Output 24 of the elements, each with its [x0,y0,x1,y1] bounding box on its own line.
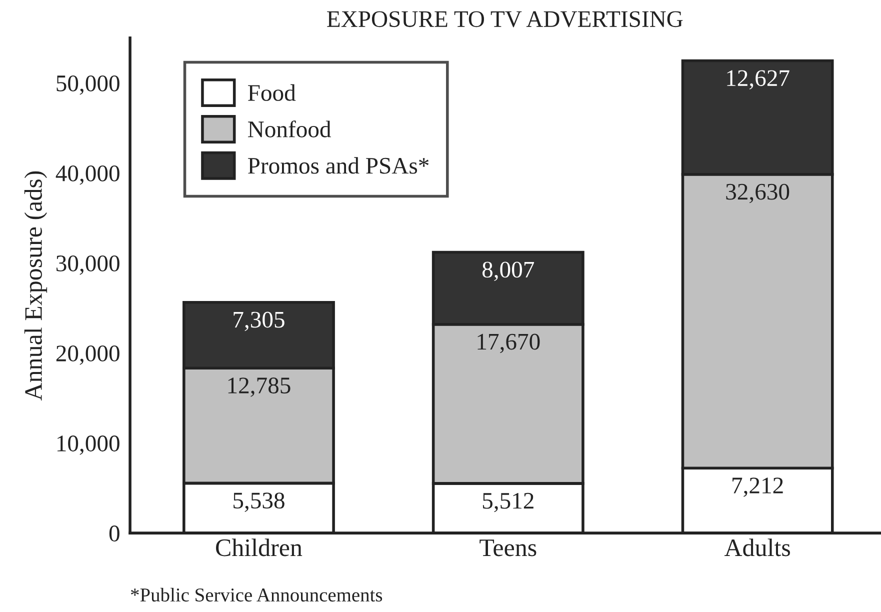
data-label: 12,785 [228,378,290,397]
legend-label: Promos and PSAs* [248,157,429,174]
y-tick-label: 20,000 [56,346,120,365]
data-label: 12,627 [727,70,790,90]
data-label: 7,212 [732,478,783,497]
data-label: 5,512 [482,492,534,512]
x-tick-label: Teens [480,540,536,556]
chart-title: EXPOSURE TO TV ADVERTISING [327,11,683,28]
legend-label: Nonfood [248,120,331,138]
legend-label: Food [248,84,296,101]
data-label: 17,670 [478,334,540,354]
y-tick-label: 40,000 [56,165,120,185]
y-tick-label: 10,000 [57,436,120,455]
y-tick-label: 30,000 [56,255,120,275]
text: *Public Service Announcements [130,588,382,602]
x-tick-label: Children [216,538,302,556]
data-label: 5,538 [234,492,284,512]
x-tick-label: Adults [724,538,790,556]
data-label: 32,630 [726,184,790,204]
data-label: 8,007 [482,262,534,282]
y-axis-title: Annual Exposure (ads) [24,171,48,400]
data-label: 7,305 [234,312,284,332]
y-tick-label: 50,000 [56,75,120,95]
y-tick-label: 0 [109,526,120,542]
